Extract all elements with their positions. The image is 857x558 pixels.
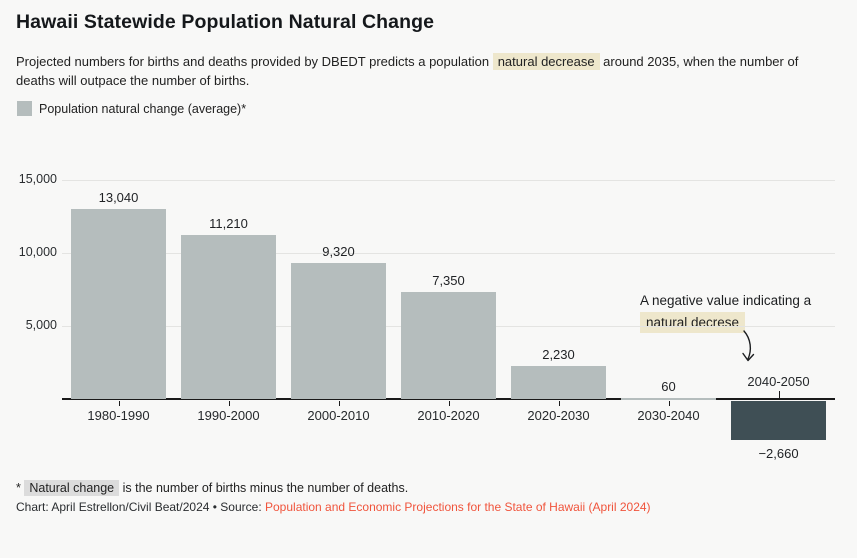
x-axis-tick xyxy=(668,401,670,406)
value-label-2030-2040: 60 xyxy=(661,379,676,395)
x-axis-tick xyxy=(778,391,780,398)
y-axis-tick-label: 5,000 xyxy=(25,318,57,332)
value-label-1980-1990: 13,040 xyxy=(98,189,139,205)
bar-2030-2040[interactable] xyxy=(621,398,716,401)
x-axis-tick xyxy=(338,401,340,406)
value-label-2010-2020: 7,350 xyxy=(432,272,465,288)
x-axis-label-1980-1990: 1980-1990 xyxy=(87,408,150,423)
annotation-highlight: natural decrese xyxy=(640,312,746,333)
y-axis-tick-label: 10,000 xyxy=(18,245,57,259)
subtitle-highlight: natural decrease xyxy=(492,53,600,70)
x-axis-label-2040-2050: 2040-2050 xyxy=(747,374,810,389)
footnote-asterisk: * xyxy=(16,481,21,495)
x-axis-line xyxy=(62,398,835,400)
bar-2000-2010[interactable] xyxy=(291,262,386,399)
x-axis-tick xyxy=(448,401,450,406)
x-axis-label-2000-2010: 2000-2010 xyxy=(307,408,370,423)
y-axis-tick-label: 15,000 xyxy=(18,172,57,186)
gridline-15,000 xyxy=(62,180,835,181)
x-axis-tick xyxy=(558,401,560,406)
x-axis-tick xyxy=(118,401,120,406)
x-axis-label-1990-2000: 1990-2000 xyxy=(197,408,260,423)
bar-1980-1990[interactable] xyxy=(71,208,166,399)
subtitle-text-before: Projected numbers for births and deaths … xyxy=(16,54,490,69)
value-label-1990-2000: 11,210 xyxy=(209,216,248,232)
x-axis-label-2010-2020: 2010-2020 xyxy=(417,408,480,423)
footnote: * Natural change is the number of births… xyxy=(16,480,409,496)
annotation-line1: A negative value indicating a xyxy=(640,293,812,308)
bar-2020-2030[interactable] xyxy=(511,366,606,399)
curved-down-arrow-icon xyxy=(742,330,755,362)
legend-label: Population natural change (average)* xyxy=(39,101,247,116)
x-axis-tick xyxy=(228,401,230,406)
footnote-highlight: Natural change xyxy=(24,480,120,496)
gridline-10,000 xyxy=(62,253,835,254)
source-link[interactable]: Population and Economic Projections for … xyxy=(265,500,651,514)
bar-1990-2000[interactable] xyxy=(181,235,276,399)
legend-swatch-icon xyxy=(17,101,32,116)
subtitle-text-after: around 2035, when the number of deaths w… xyxy=(16,54,799,88)
legend: Population natural change (average)* xyxy=(17,101,246,116)
value-label-2020-2030: 2,230 xyxy=(542,347,575,363)
value-label-2000-2010: 9,320 xyxy=(322,243,355,259)
value-label-2040-2050: −2,660 xyxy=(758,445,799,461)
bar-2040-2050[interactable] xyxy=(731,401,826,440)
credit-text: Chart: April Estrellon/Civil Beat/2024 •… xyxy=(16,500,262,514)
chart-subtitle: Projected numbers for births and deaths … xyxy=(16,52,808,90)
x-axis-label-2020-2030: 2020-2030 xyxy=(527,408,590,423)
x-axis-label-2030-2040: 2030-2040 xyxy=(637,408,700,423)
credit-line: Chart: April Estrellon/Civil Beat/2024 •… xyxy=(16,500,651,514)
footnote-text: is the number of births minus the number… xyxy=(122,481,409,495)
chart-title: Hawaii Statewide Population Natural Chan… xyxy=(16,11,435,33)
bar-2010-2020[interactable] xyxy=(401,291,496,399)
